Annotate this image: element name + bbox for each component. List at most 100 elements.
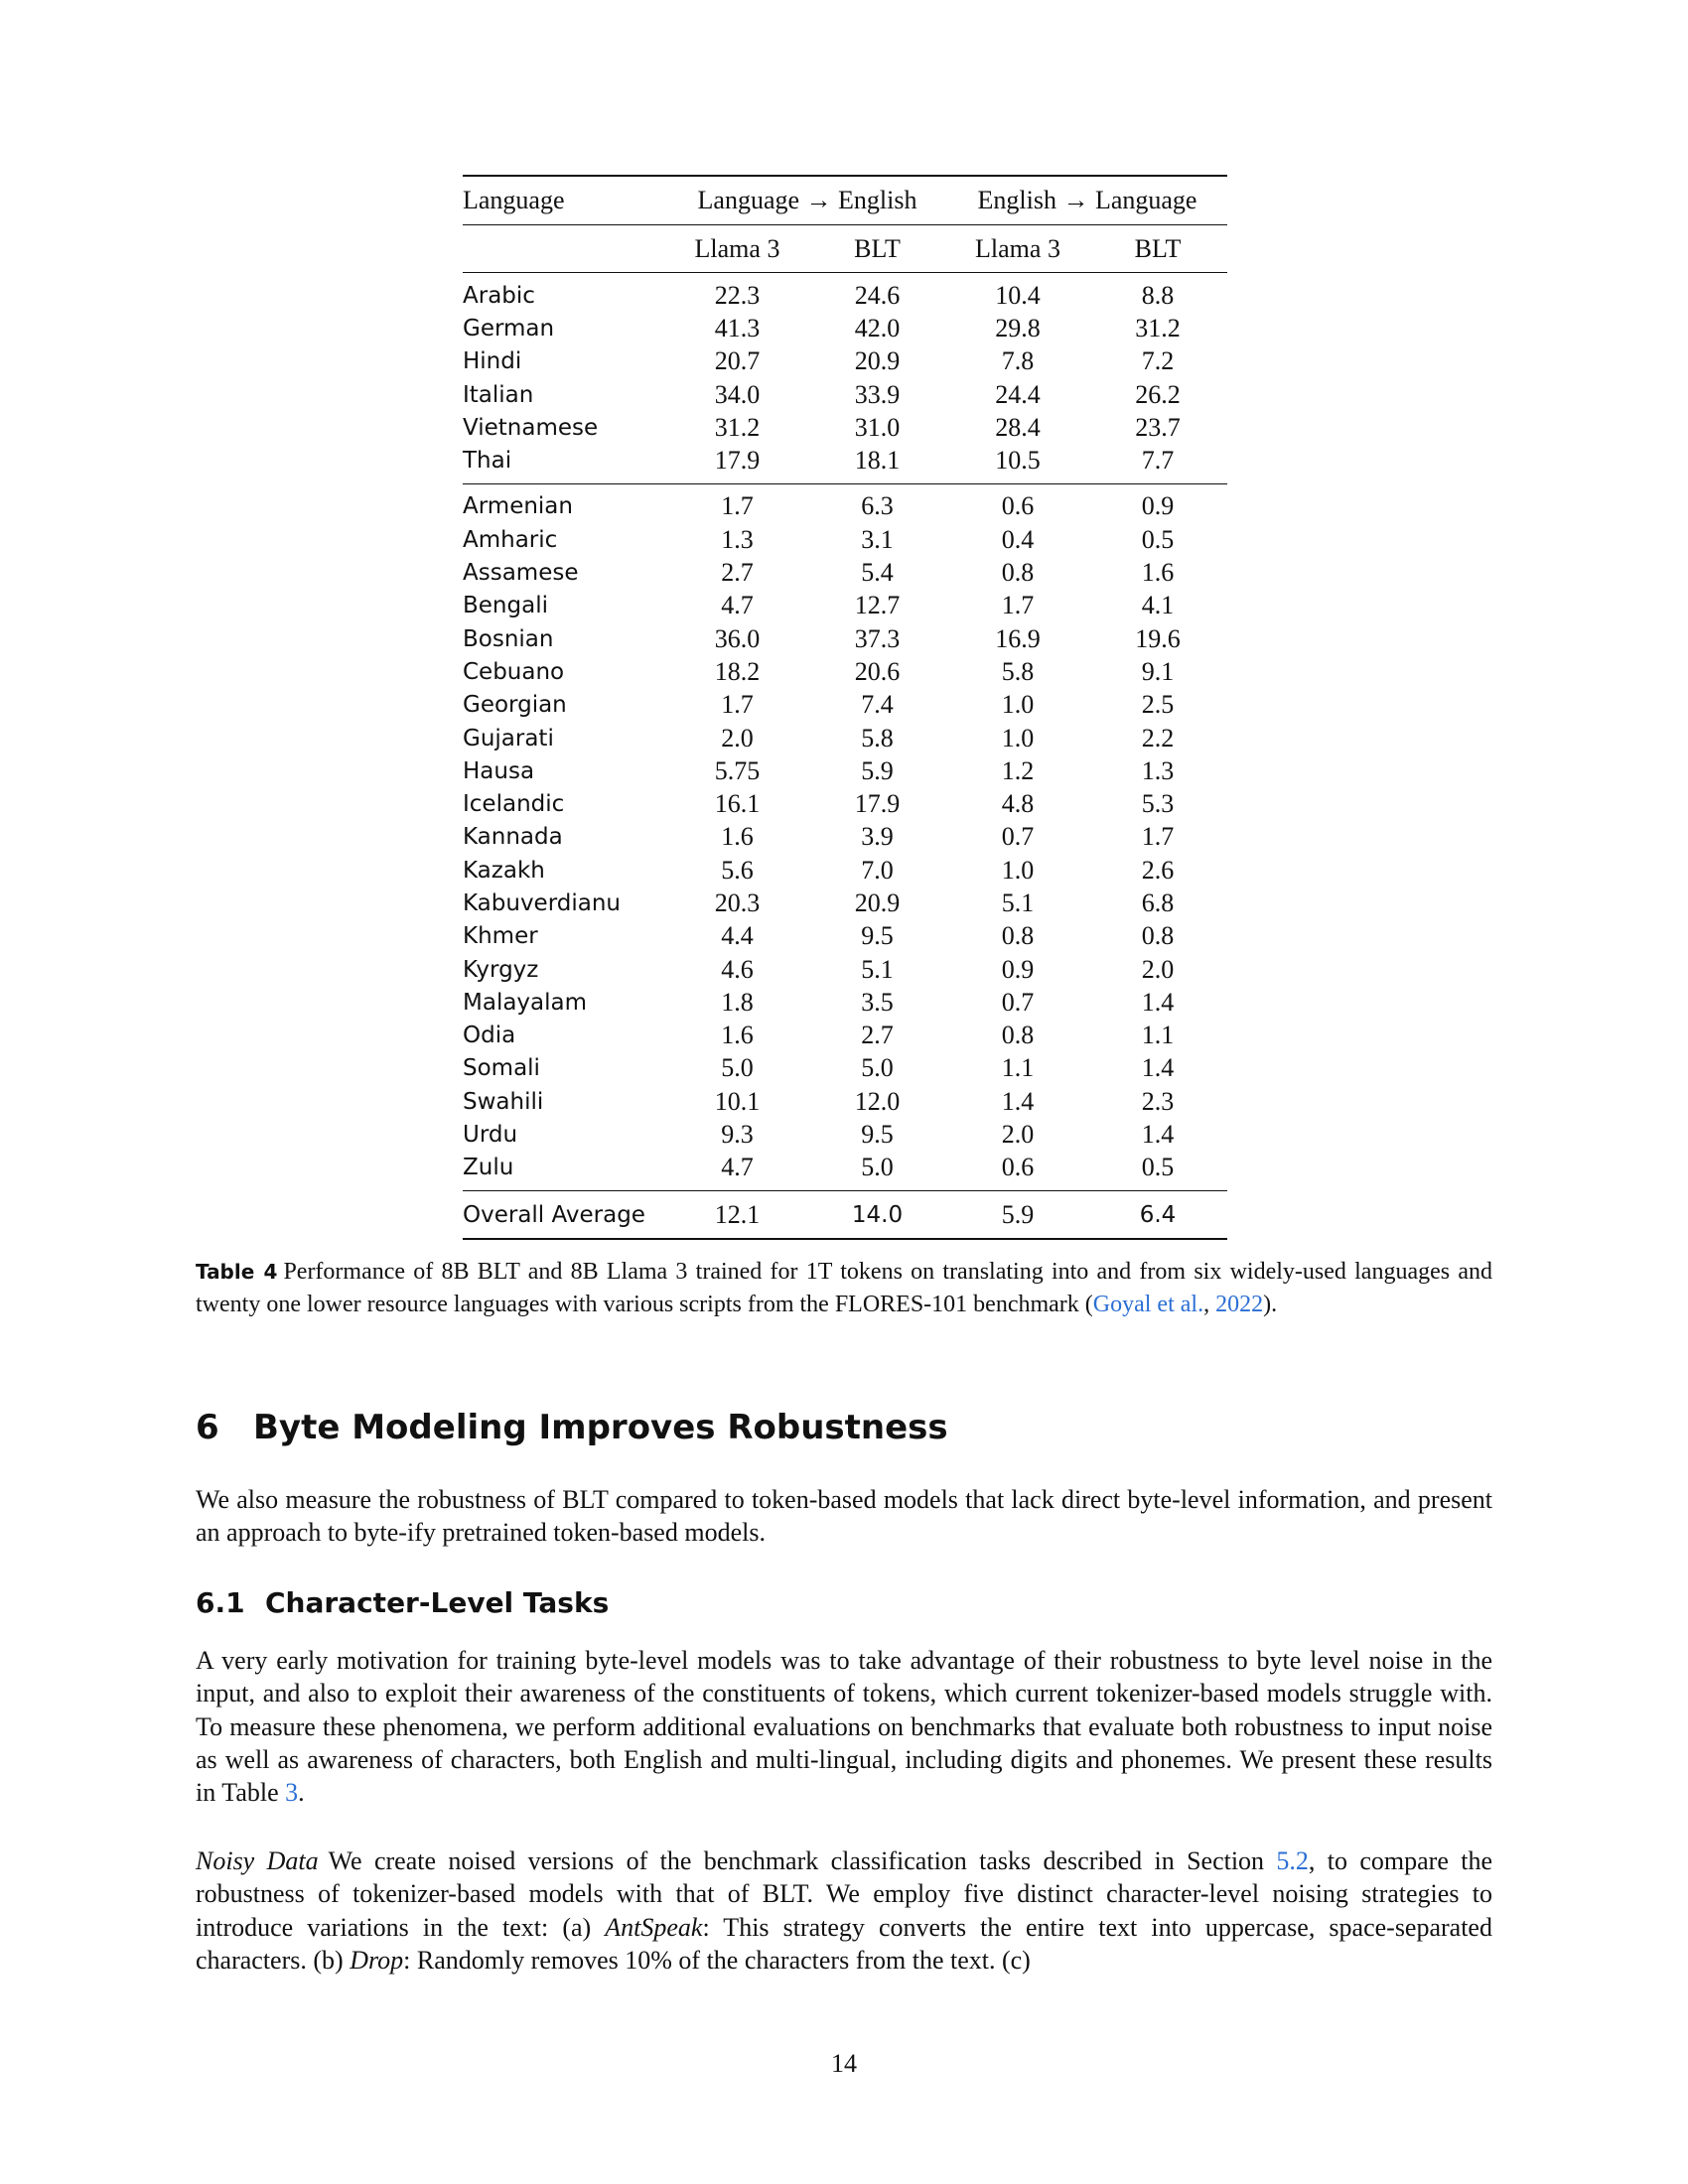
language-name: Somali	[463, 1055, 540, 1082]
language-name: Hausa	[463, 757, 535, 784]
score-cell: 16.9	[995, 623, 1041, 653]
score-cell: 4.7	[667, 1151, 807, 1192]
score-cell: 1.0	[1001, 690, 1035, 720]
char-para-text: A very early motivation for training byt…	[196, 1646, 1492, 1808]
language-name: Arabic	[463, 282, 535, 309]
language-name: Kabuverdianu	[463, 889, 622, 916]
average-cell: 5.9	[947, 1190, 1088, 1241]
table-row: Armenian 1.7 6.3 0.6 0.9	[463, 483, 1227, 523]
score-cell: 2.0	[1001, 1120, 1035, 1150]
score-cell: 8.8	[1141, 280, 1175, 310]
citation-link-author[interactable]: Goyal et al.	[1092, 1292, 1204, 1317]
table-row: Icelandic 16.1 17.9 4.8 5.3	[463, 787, 1227, 820]
score-cell: 0.7	[1001, 822, 1035, 852]
language-name: Urdu	[463, 1122, 518, 1149]
score-cell: 41.3	[714, 313, 761, 342]
score-cell: 3.9	[861, 822, 894, 852]
score-cell: 7.2	[1141, 346, 1175, 376]
table-row: Arabic 22.3 24.6 10.4 8.8	[463, 273, 1227, 313]
language-name: Hindi	[463, 348, 522, 375]
score-cell: 5.0	[721, 1053, 754, 1083]
table-row: Cebuano 18.2 20.6 5.8 9.1	[463, 655, 1227, 688]
language-name: Georgian	[463, 692, 567, 719]
page-number: 14	[831, 2049, 857, 2078]
score-cell: 1.1	[1001, 1053, 1035, 1083]
caption-sep: ,	[1203, 1292, 1216, 1317]
subsection-title: Character-Level Tasks	[265, 1586, 610, 1619]
score-cell: 2.7	[861, 1021, 894, 1050]
table-row: German 41.3 42.0 29.8 31.2	[463, 312, 1227, 344]
table-ref-link[interactable]: 3	[285, 1778, 299, 1808]
char-para-end: .	[298, 1778, 305, 1808]
score-cell: 1.4	[1141, 1053, 1175, 1083]
header-language: Language	[463, 175, 667, 225]
score-cell: 2.3	[1141, 1086, 1175, 1116]
score-cell: 20.6	[854, 656, 901, 686]
score-cell: 6.8	[1141, 887, 1175, 917]
score-cell: 1.7	[1141, 822, 1175, 852]
section-title: Byte Modeling Improves Robustness	[253, 1408, 948, 1447]
score-cell: 22.3	[714, 280, 761, 310]
score-cell: 31.2	[714, 412, 761, 442]
score-cell: 17.9	[854, 789, 901, 819]
language-name: Gujarati	[463, 725, 554, 751]
score-cell: 2.6	[1141, 855, 1175, 885]
subsection-heading: 6.1 Character-Level Tasks	[196, 1586, 609, 1619]
score-cell: 9.5	[861, 1120, 894, 1150]
average-cell-best: 14.0	[807, 1190, 947, 1241]
score-cell: 5.8	[861, 723, 894, 752]
score-cell: 0.5	[1088, 1151, 1227, 1192]
score-cell: 7.0	[861, 855, 894, 885]
score-cell: 10.5	[947, 444, 1088, 484]
high-resource-group: Arabic 22.3 24.6 10.4 8.8 German 41.3 42.0 29.8 3…	[463, 273, 1227, 484]
language-name: Kazakh	[463, 857, 545, 884]
language-name: Kyrgyz	[463, 956, 539, 983]
language-name: Thai	[463, 444, 667, 484]
table-row: Georgian 1.7 7.4 1.0 2.5	[463, 689, 1227, 722]
section-ref-link[interactable]: 5.2	[1276, 1846, 1309, 1875]
score-cell: 9.3	[721, 1120, 754, 1150]
table-row: Kyrgyz 4.6 5.1 0.9 2.0	[463, 953, 1227, 986]
score-cell: 31.0	[854, 412, 901, 442]
average-row: Overall Average 12.1 14.0 5.9 6.4	[463, 1190, 1227, 1241]
noisy-text-4: : Randomly removes 10% of the characters…	[403, 1945, 1031, 1975]
table-row: Hausa 5.75 5.9 1.2 1.3	[463, 754, 1227, 787]
language-name: Vietnamese	[463, 414, 599, 441]
score-cell: 1.0	[1001, 855, 1035, 885]
score-cell: 7.8	[1001, 346, 1035, 376]
noisy-data-runin: Noisy Data	[196, 1846, 319, 1875]
score-cell: 26.2	[1135, 379, 1181, 409]
score-cell: 0.5	[1141, 524, 1175, 554]
score-cell: 24.6	[854, 280, 901, 310]
language-name: Armenian	[463, 493, 573, 520]
table-row: Malayalam 1.8 3.5 0.7 1.4	[463, 986, 1227, 1019]
score-cell: 5.1	[1001, 887, 1035, 917]
table-header-row: Language Language → English English → La…	[463, 175, 1227, 225]
score-cell: 7.7	[1088, 444, 1227, 484]
citation-link-year[interactable]: 2022	[1215, 1292, 1264, 1317]
score-cell: 1.3	[721, 524, 754, 554]
average-label: Overall Average	[463, 1190, 667, 1241]
score-cell: 33.9	[854, 379, 901, 409]
score-cell: 4.6	[721, 954, 754, 984]
score-cell: 0.9	[1001, 954, 1035, 984]
score-cell: 0.8	[1001, 1021, 1035, 1050]
table-row: Gujarati 2.0 5.8 1.0 2.2	[463, 722, 1227, 754]
score-cell: 28.4	[995, 412, 1041, 442]
section-number: 6	[196, 1408, 219, 1447]
table-row: Vietnamese 31.2 31.0 28.4 23.7	[463, 411, 1227, 444]
table-row: Kannada 1.6 3.9 0.7 1.7	[463, 821, 1227, 854]
score-cell: 20.9	[854, 346, 901, 376]
language-name: Odia	[463, 1023, 516, 1049]
table-row: Thai 17.9 18.1 10.5 7.7	[463, 444, 1227, 484]
table-row: Kazakh 5.6 7.0 1.0 2.6	[463, 854, 1227, 887]
character-tasks-paragraph: A very early motivation for training byt…	[196, 1644, 1492, 1809]
score-cell: 0.8	[1001, 558, 1035, 588]
language-name: Swahili	[463, 1088, 544, 1115]
score-cell: 9.5	[861, 921, 894, 951]
score-cell: 5.8	[1001, 656, 1035, 686]
results-table: Language Language → English English → La…	[463, 175, 1227, 1241]
subheader-llama-1: Llama 3	[667, 224, 807, 273]
score-cell: 5.4	[861, 558, 894, 588]
score-cell: 1.4	[1141, 1120, 1175, 1150]
